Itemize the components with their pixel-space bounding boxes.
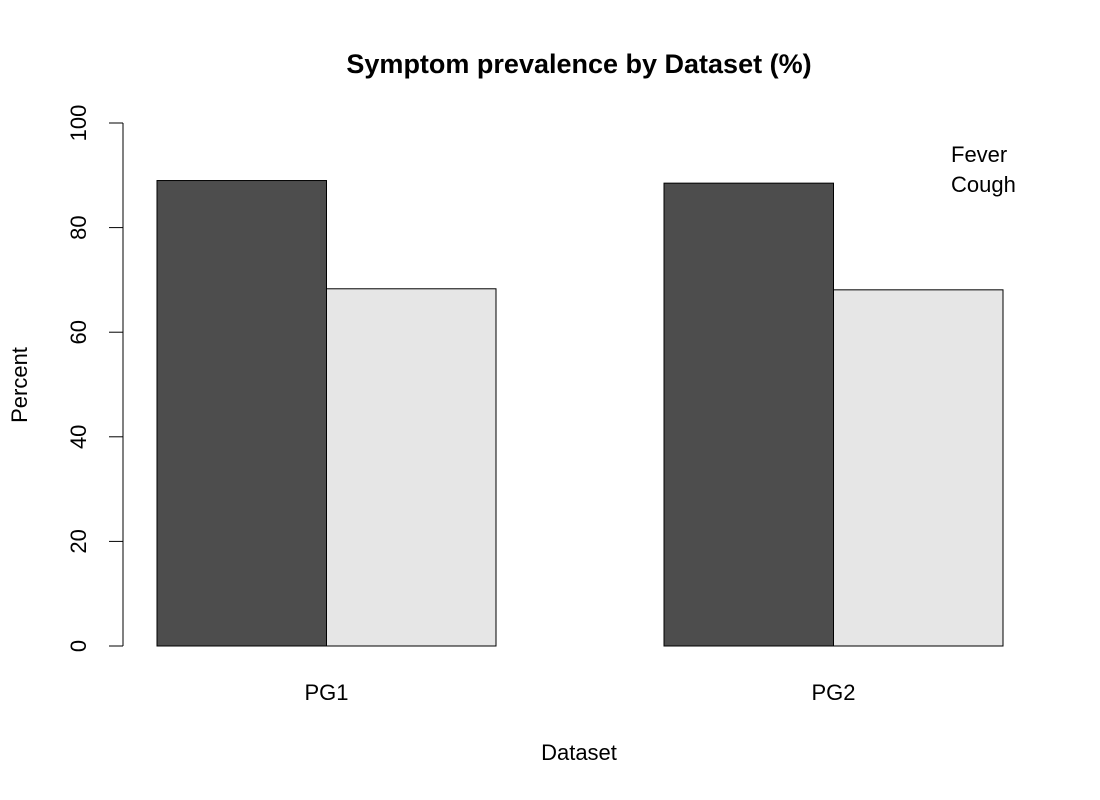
bar-fever-pg2 [663,182,834,647]
bar-cough-pg2 [833,289,1004,647]
legend: Fever Cough [951,142,1016,197]
y-axis-label: Percent [7,347,32,423]
bar-cough-pg1 [326,288,497,647]
bars-group [156,180,1004,647]
category-label: PG1 [304,680,348,705]
y-axis: 0 20 40 60 80 100 [66,105,124,652]
y-tick-label: 20 [66,529,91,553]
y-tick-label: 40 [66,425,91,449]
category-labels: PG1 PG2 [304,680,855,705]
legend-item-cough: Cough [951,172,1016,197]
bar-fever-pg1 [156,180,327,647]
y-tick-label: 0 [66,640,91,652]
y-tick-label: 100 [66,105,91,142]
legend-item-fever: Fever [951,142,1007,167]
category-label: PG2 [811,680,855,705]
chart-title: Symptom prevalence by Dataset (%) [346,49,811,79]
y-tick-label: 80 [66,215,91,239]
y-tick-label: 60 [66,320,91,344]
x-axis-label: Dataset [541,740,617,765]
